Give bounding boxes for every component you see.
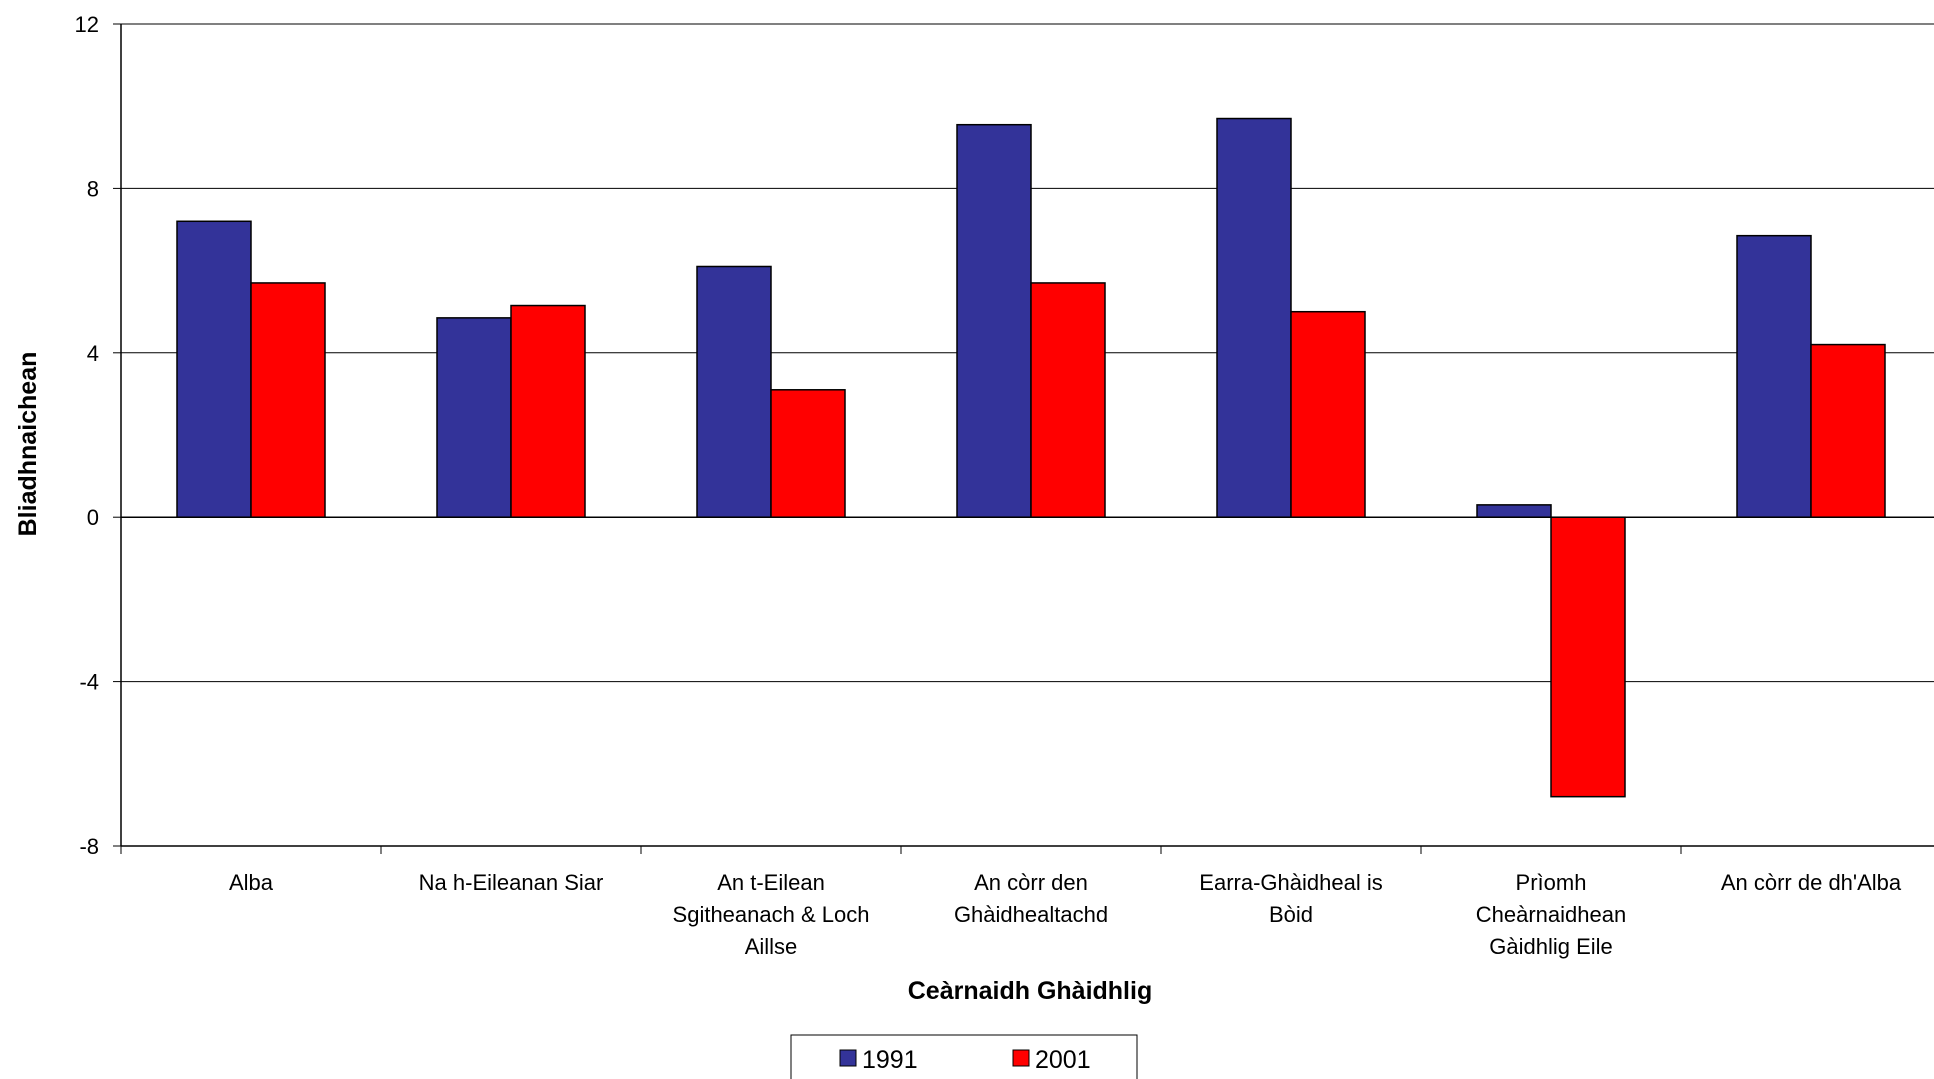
x-axis-title: Ceàrnaidh Ghàidhlig (908, 977, 1152, 1005)
x-category-label-line: An t-Eilean (717, 870, 825, 895)
x-category-label-line: Sgitheanach & Loch (673, 902, 870, 927)
x-category-label-line: Aillse (745, 934, 798, 959)
y-tick-label: -4 (79, 670, 99, 695)
legend-swatch-1991 (839, 1049, 857, 1067)
bar-2001-4 (1290, 310, 1366, 518)
y-tick-labels: -8 -4 0 4 8 12 (75, 12, 99, 859)
x-category-label: Alba (229, 870, 274, 895)
x-category-label-line: Ghàidhealtachd (954, 902, 1108, 927)
y-axis-title: Bliadhnaichean (14, 352, 42, 537)
bar-1991-0 (176, 220, 252, 518)
x-category-label: An còrr de dh'Alba (1721, 870, 1902, 895)
bar-2001-6 (1810, 343, 1886, 518)
x-category-label-line: Prìomh (1516, 870, 1587, 895)
x-category-label: Prìomh Cheàrnaidhean Gàidhlig Eile (1476, 870, 1626, 959)
y-tick-label: -8 (79, 834, 99, 859)
bar-2001-5 (1550, 516, 1626, 798)
x-category-label-line: Gàidhlig Eile (1489, 934, 1613, 959)
axes (120, 24, 1934, 854)
bar-1991-5 (1476, 504, 1552, 518)
bar-1991-3 (956, 123, 1032, 518)
x-category-label-line: Earra-Ghàidheal is (1199, 870, 1382, 895)
y-tick-label: 8 (87, 176, 99, 201)
x-category-label: An t-Eilean Sgitheanach & Loch Aillse (673, 870, 870, 959)
x-category-label-line: Cheàrnaidhean (1476, 902, 1626, 927)
x-category-label-line: Alba (229, 870, 274, 895)
bar-1991-4 (1216, 117, 1292, 518)
x-category-label: Earra-Ghàidheal is Bòid (1199, 870, 1382, 927)
x-category-label: An còrr den Ghàidhealtachd (954, 870, 1108, 927)
x-category-label-line: An còrr de dh'Alba (1721, 870, 1902, 895)
bar-1991-2 (696, 265, 772, 518)
bar-2001-0 (250, 282, 326, 518)
x-category-labels: Alba Na h-Eileanan Siar An t-Eilean Sgithea… (229, 870, 1902, 959)
y-tick-label: 0 (87, 505, 99, 530)
bar-2001-1 (510, 304, 586, 518)
x-category-label-line: Na h-Eileanan Siar (419, 870, 604, 895)
x-category-label-line: Bòid (1269, 902, 1313, 927)
y-tick-label: 12 (75, 12, 99, 37)
legend-label-1991: 1991 (862, 1046, 918, 1074)
legend: 1991 2001 (790, 1034, 1138, 1079)
bar-1991-1 (436, 317, 512, 518)
legend-label-2001: 2001 (1035, 1046, 1091, 1074)
bar-2001-2 (770, 389, 846, 518)
y-tick-label: 4 (87, 341, 99, 366)
legend-swatch-2001 (1012, 1049, 1030, 1067)
x-category-label: Na h-Eileanan Siar (419, 870, 604, 895)
x-category-label-line: An còrr den (974, 870, 1088, 895)
bar-2001-3 (1030, 282, 1106, 518)
bars (176, 117, 1886, 798)
bar-1991-6 (1736, 234, 1812, 518)
